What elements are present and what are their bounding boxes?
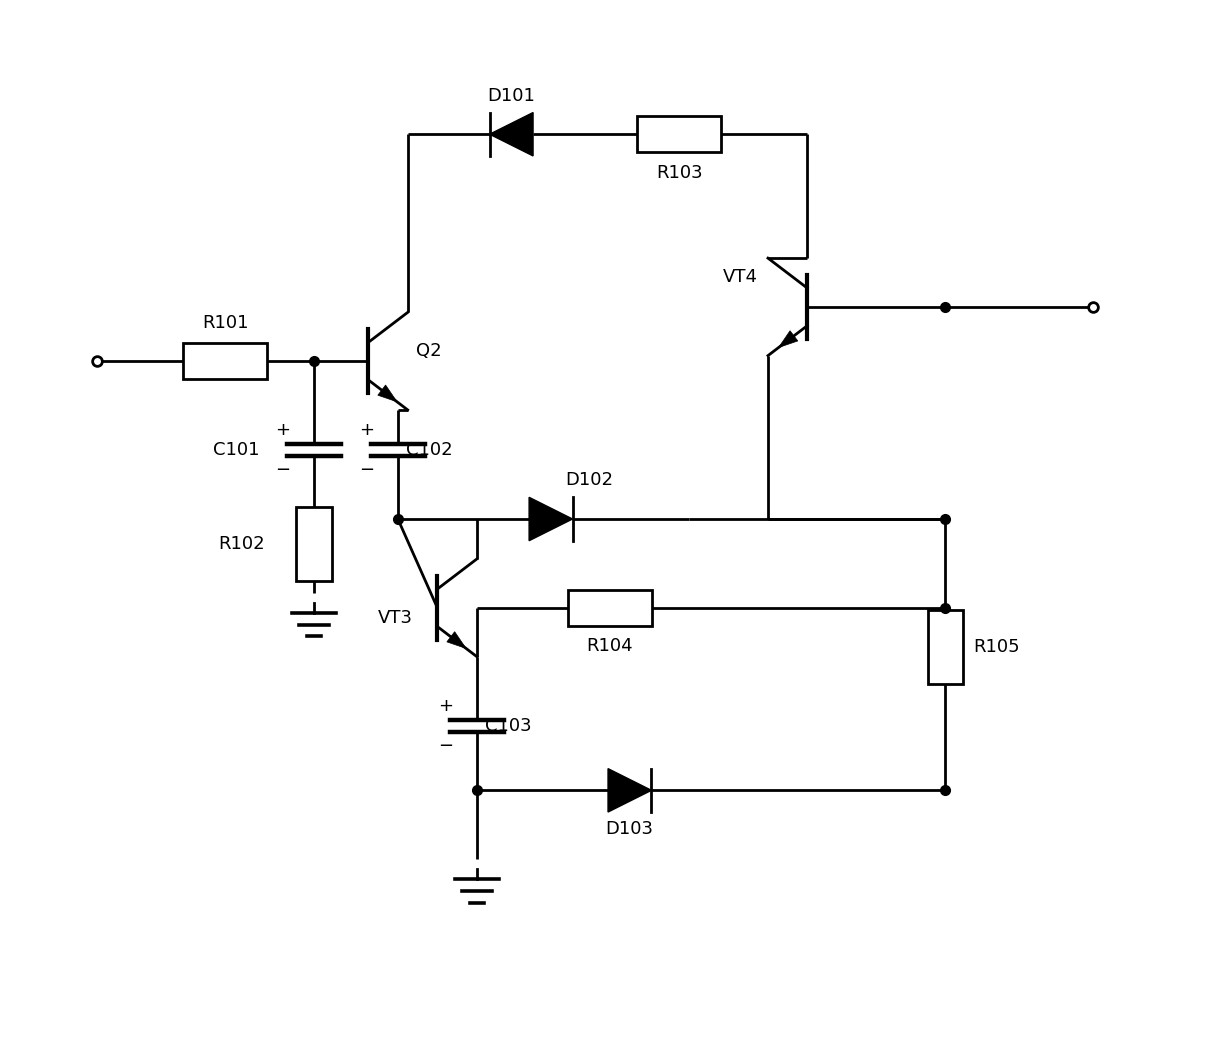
Text: R105: R105 xyxy=(973,638,1019,657)
Text: R101: R101 xyxy=(202,314,248,331)
Text: D103: D103 xyxy=(606,820,654,837)
Bar xyxy=(296,507,332,581)
Polygon shape xyxy=(490,112,533,156)
Polygon shape xyxy=(609,769,651,812)
Bar xyxy=(637,116,721,152)
Text: VT3: VT3 xyxy=(378,609,413,627)
Text: R102: R102 xyxy=(218,535,265,553)
Bar xyxy=(568,590,653,625)
Text: +: + xyxy=(275,421,290,439)
Text: +: + xyxy=(359,421,374,439)
Polygon shape xyxy=(778,330,798,347)
Text: +: + xyxy=(437,697,452,716)
Bar xyxy=(183,343,268,379)
Text: C103: C103 xyxy=(485,717,532,736)
Text: D102: D102 xyxy=(566,472,613,489)
Polygon shape xyxy=(378,385,397,402)
Text: Q2: Q2 xyxy=(415,342,441,361)
Text: −: − xyxy=(359,460,374,479)
Text: −: − xyxy=(437,737,453,755)
Text: VT4: VT4 xyxy=(723,268,758,287)
Text: R103: R103 xyxy=(656,164,703,182)
Text: R104: R104 xyxy=(587,637,633,656)
Bar xyxy=(927,610,963,685)
Text: −: − xyxy=(275,460,290,479)
Text: C101: C101 xyxy=(214,441,260,459)
Polygon shape xyxy=(447,632,466,648)
Polygon shape xyxy=(529,498,573,540)
Text: C102: C102 xyxy=(406,441,452,459)
Text: D101: D101 xyxy=(488,86,535,105)
